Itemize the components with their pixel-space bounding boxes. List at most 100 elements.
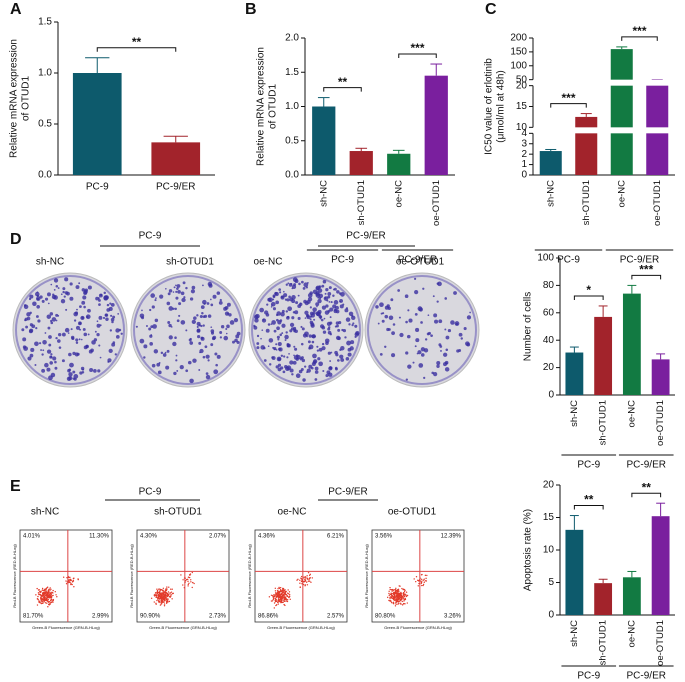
colony-dot	[322, 279, 327, 284]
colony-dot	[259, 307, 264, 313]
colony-dot	[216, 291, 221, 295]
colony-dot	[291, 287, 294, 290]
colony-dot	[382, 312, 385, 315]
significance-bracket	[550, 103, 587, 108]
colony-dot	[345, 317, 351, 322]
flow-dot	[46, 586, 49, 588]
colony-dot	[204, 345, 208, 349]
flow-dot	[288, 594, 291, 596]
colony-dot	[271, 356, 276, 360]
flow-dot	[70, 583, 72, 586]
significance-label: **	[132, 35, 142, 49]
colony-dot	[296, 354, 301, 360]
colony-dot	[436, 282, 440, 285]
colony-dot	[276, 335, 280, 339]
flow-dot	[423, 581, 425, 583]
colony-dot	[24, 319, 27, 322]
colony-dot	[438, 319, 443, 324]
flow-dot	[395, 602, 397, 604]
colony-dot	[76, 352, 80, 356]
colony-dot	[384, 345, 387, 348]
flow-frame	[371, 529, 465, 623]
group-label: PC-9	[331, 255, 354, 266]
colony-dot	[191, 285, 196, 290]
flow-dot	[49, 592, 51, 594]
colony-dot	[228, 313, 232, 317]
colony-dot	[317, 288, 323, 293]
flow-dot	[268, 596, 271, 598]
colony-dot	[307, 340, 311, 344]
flow-dot	[309, 580, 311, 582]
colony-dot	[214, 352, 218, 356]
x-tick-label: sh-NC	[569, 620, 580, 647]
flow-dot	[405, 594, 407, 596]
flow-y-axis: Red-B Fluorescence (RED-B-HLog)	[364, 544, 369, 608]
colony-dot	[284, 334, 289, 340]
flow-dot	[270, 594, 273, 596]
flow-dot	[168, 586, 170, 588]
colony-dot	[261, 329, 264, 331]
flow-dot	[297, 578, 299, 581]
flow-dot	[282, 594, 284, 596]
colony-dot	[275, 343, 278, 346]
flow-dot	[45, 590, 47, 592]
colony-dot	[285, 331, 288, 334]
colony-dot	[29, 323, 34, 327]
colony-dot	[55, 336, 58, 340]
flow-dot	[305, 581, 308, 583]
flow-dot	[279, 586, 282, 589]
flow-dot	[55, 594, 57, 596]
flow-dot	[287, 593, 290, 595]
flow-x-axis: Green-B Fluorescence (GRN-B-HLog)	[32, 625, 100, 630]
group-label: PC-9	[577, 671, 600, 682]
plate-label: oe-NC	[254, 257, 283, 268]
flow-dot	[406, 602, 409, 604]
colony-dot	[322, 369, 325, 373]
colony-dot	[34, 364, 37, 366]
colony-dot	[52, 293, 55, 296]
colony-dot	[333, 308, 337, 312]
flow-y-axis: Red-B Fluorescence (RED-B-HLog)	[12, 544, 17, 608]
x-tick-label: sh-NC	[569, 400, 580, 427]
flow-dot	[39, 601, 41, 604]
colony-dot	[50, 355, 53, 358]
colony-dot	[164, 351, 167, 354]
flow-dot	[166, 600, 168, 603]
colony-dot	[293, 345, 296, 348]
flow-dot	[155, 603, 157, 605]
flow-dot	[159, 597, 162, 599]
flow-dot	[38, 593, 40, 596]
colony-dot	[82, 295, 87, 300]
colony-dot	[312, 307, 317, 312]
colony-dot	[41, 353, 44, 356]
colony-dot	[334, 366, 338, 370]
colony-dot	[263, 359, 267, 362]
significance-bracket	[573, 505, 604, 510]
colony-dot	[102, 316, 106, 320]
colony-dot	[99, 293, 103, 297]
flow-dot	[421, 584, 423, 587]
bar	[622, 577, 641, 615]
flow-dot	[283, 597, 285, 599]
colony-dot	[300, 356, 304, 360]
flow-dot	[52, 594, 54, 597]
significance-bracket	[323, 87, 362, 92]
colony-dot	[458, 349, 462, 352]
flow-dot	[272, 594, 274, 597]
flow-dot	[41, 587, 44, 590]
colony-dot	[379, 352, 383, 356]
plate	[130, 272, 246, 388]
colony-dot	[433, 372, 438, 377]
flow-dot	[398, 594, 400, 597]
quadrant-value: 2.07%	[209, 534, 227, 540]
colony-dot	[381, 319, 385, 323]
colony-dot	[148, 327, 152, 331]
colony-dot	[283, 293, 288, 298]
quadrant-value: 3.26%	[444, 614, 462, 620]
group-label: PC-9/ER	[328, 487, 367, 498]
colony-dot	[99, 356, 102, 359]
colony-dot	[75, 338, 79, 342]
colony-dot	[85, 344, 89, 348]
flow-dot	[47, 601, 50, 603]
flow-dot	[187, 578, 189, 581]
